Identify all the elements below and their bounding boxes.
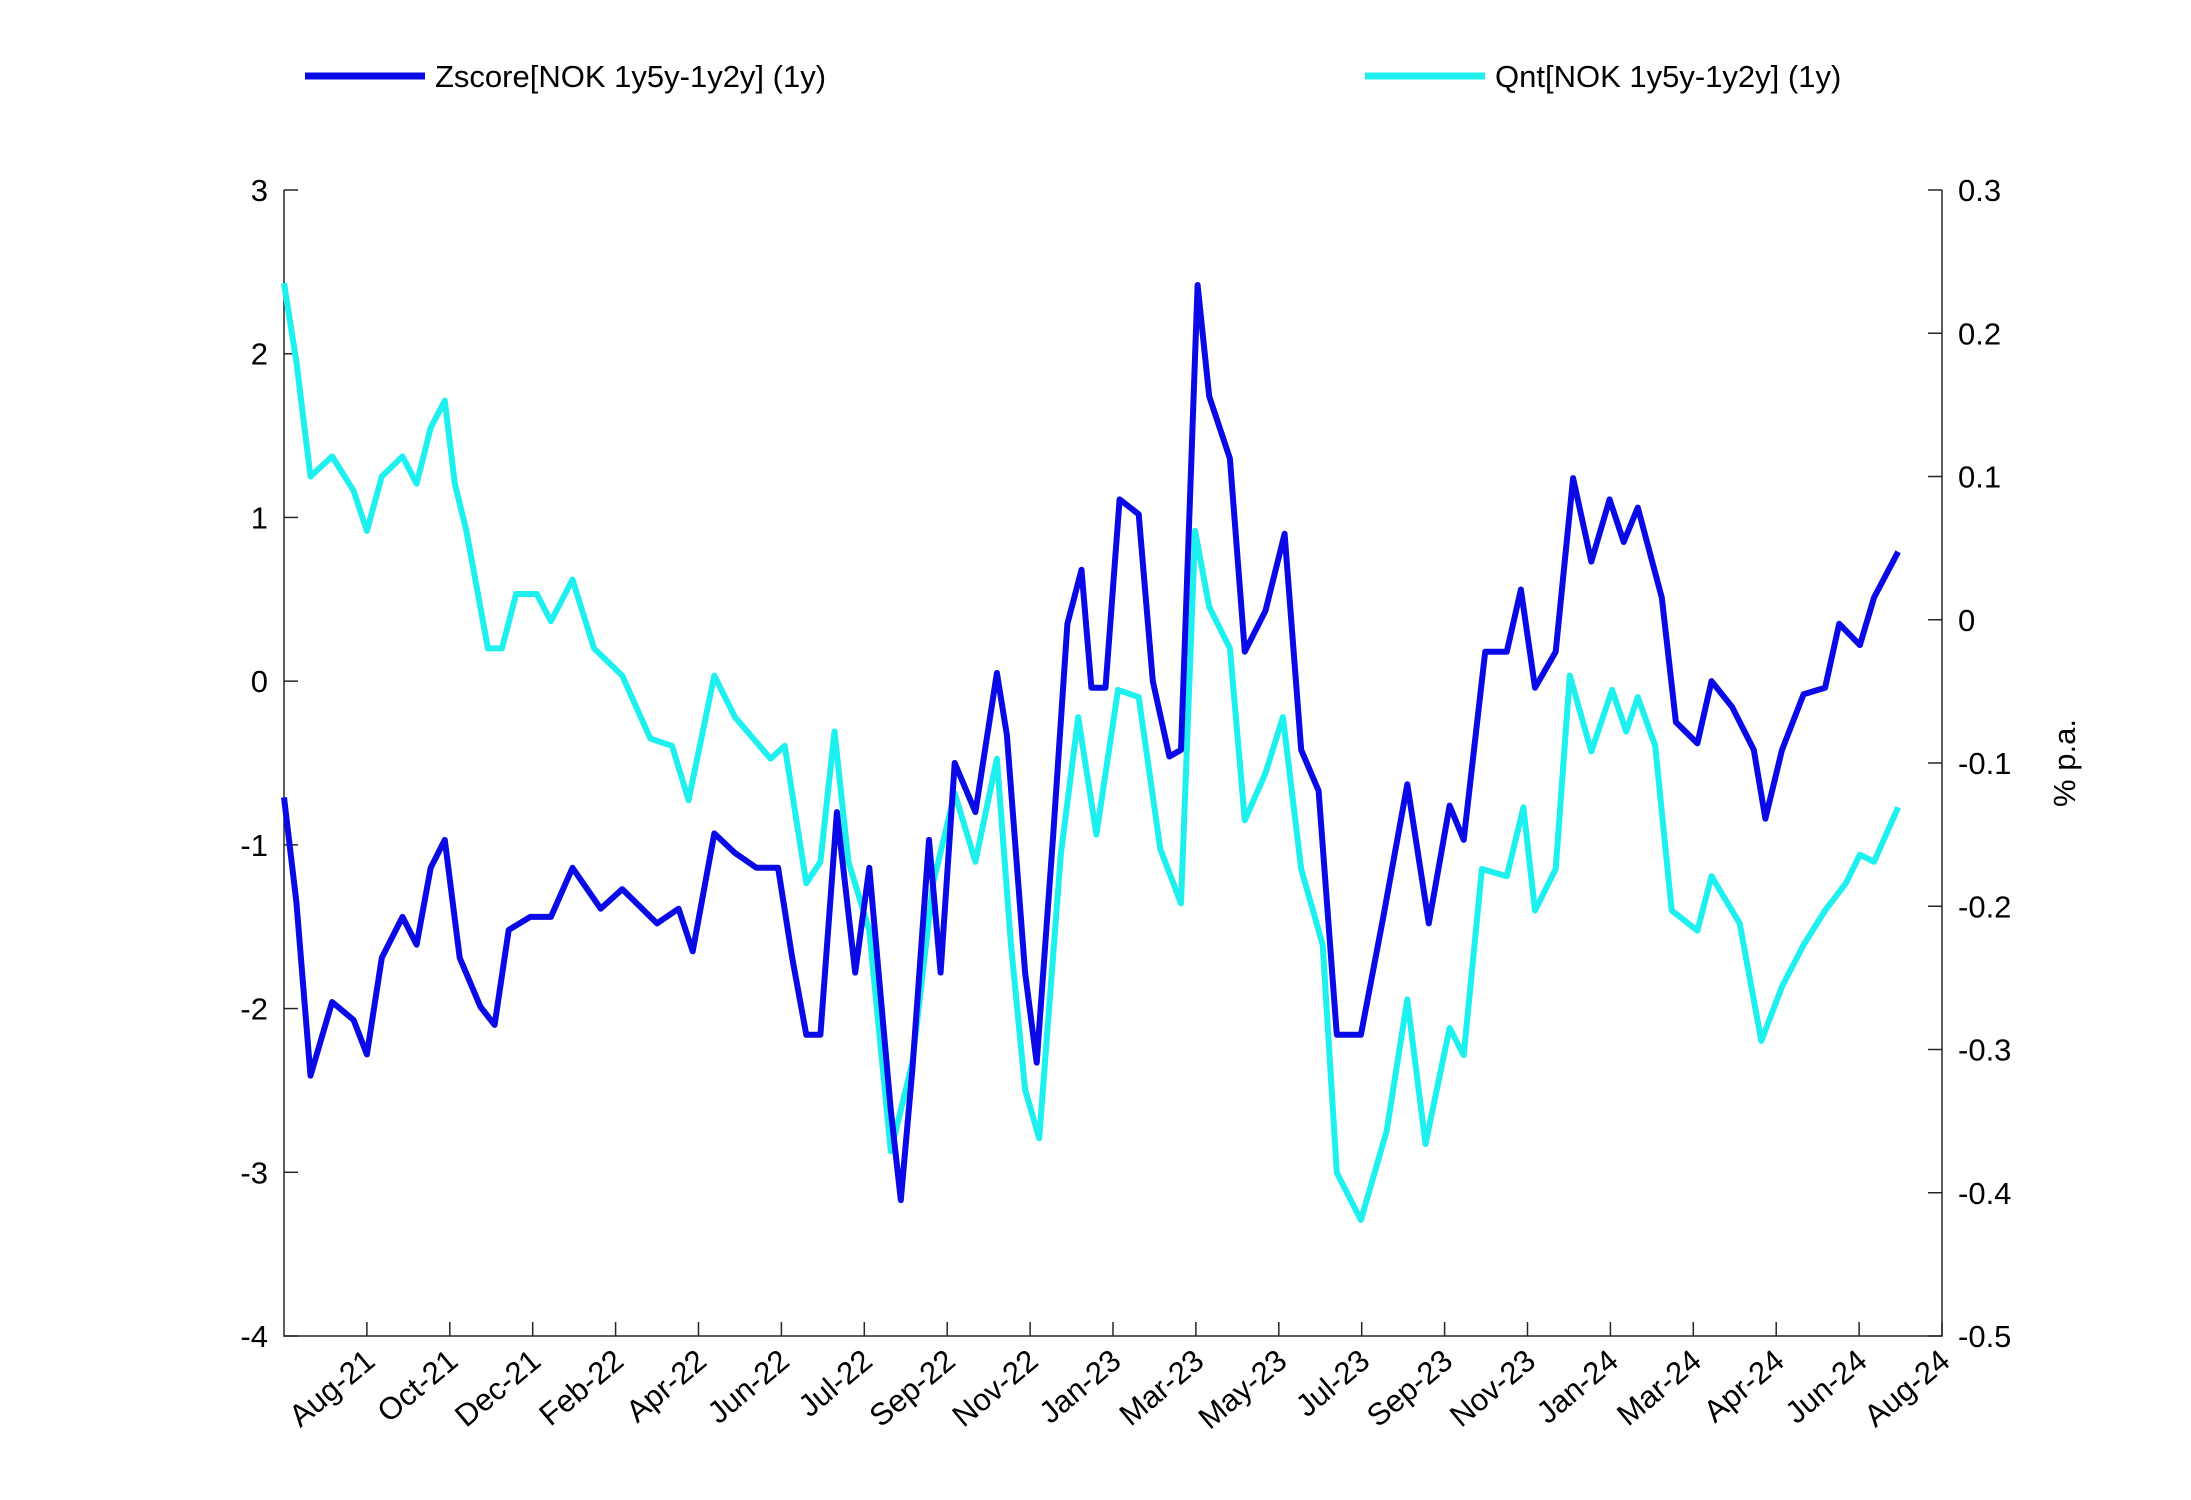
series-line bbox=[281, 282, 1901, 1204]
y-tick-label: 0 bbox=[251, 664, 268, 699]
y2-tick-label: -0.2 bbox=[1958, 889, 2011, 924]
x-tick-label: Sep-22 bbox=[863, 1343, 962, 1434]
x-tick-label: May-23 bbox=[1192, 1343, 1294, 1436]
y-tick-label: -1 bbox=[240, 828, 268, 863]
x-tick-label: Nov-23 bbox=[1443, 1343, 1542, 1434]
x-tick-label: Jan-24 bbox=[1530, 1343, 1625, 1431]
y-tick-label: -4 bbox=[240, 1319, 268, 1354]
x-tick-label: Sep-23 bbox=[1360, 1343, 1459, 1434]
x-tick-label: Mar-24 bbox=[1610, 1343, 1708, 1433]
x-tick-label: Mar-23 bbox=[1113, 1343, 1211, 1433]
legend-label: Qnt[NOK 1y5y-1y2y] (1y) bbox=[1495, 59, 1841, 94]
y2-tick-label: -0.5 bbox=[1958, 1319, 2011, 1354]
y2-tick-label: 0.3 bbox=[1958, 173, 2001, 208]
y-tick-label: 3 bbox=[251, 173, 268, 208]
x-tick-label: Aug-21 bbox=[282, 1343, 381, 1434]
x-tick-label: Jun-24 bbox=[1778, 1343, 1873, 1431]
y2-tick-label: 0.1 bbox=[1958, 460, 2001, 495]
y-tick-label: 2 bbox=[251, 337, 268, 372]
y2-tick-label: 0.2 bbox=[1958, 316, 2001, 351]
y-tick-label: -3 bbox=[240, 1155, 268, 1190]
axis-box bbox=[283, 190, 1943, 1337]
y2-tick-label: -0.3 bbox=[1958, 1033, 2011, 1068]
series-line bbox=[281, 282, 1901, 1223]
y2-tick-label: -0.1 bbox=[1958, 746, 2011, 781]
y-tick-label: -2 bbox=[240, 992, 268, 1027]
x-tick-label: Aug-24 bbox=[1857, 1343, 1956, 1434]
x-tick-label: Jun-22 bbox=[701, 1343, 796, 1431]
x-tick-label: Apr-24 bbox=[1697, 1343, 1791, 1430]
y2-tick-label: 0 bbox=[1958, 603, 1975, 638]
x-tick-label: Dec-21 bbox=[448, 1343, 547, 1434]
legend-label: Zscore[NOK 1y5y-1y2y] (1y) bbox=[435, 59, 826, 94]
y-tick-label: 1 bbox=[251, 500, 268, 535]
x-tick-label: Jan-23 bbox=[1032, 1343, 1127, 1431]
x-tick-label: Feb-22 bbox=[532, 1343, 630, 1433]
x-tick-label: Apr-22 bbox=[619, 1343, 713, 1430]
x-tick-label: Nov-22 bbox=[946, 1343, 1045, 1434]
x-tick-label: Oct-21 bbox=[371, 1343, 465, 1430]
y2-axis-label: % p.a. bbox=[2047, 719, 2082, 807]
y2-tick-label: -0.4 bbox=[1958, 1176, 2011, 1211]
